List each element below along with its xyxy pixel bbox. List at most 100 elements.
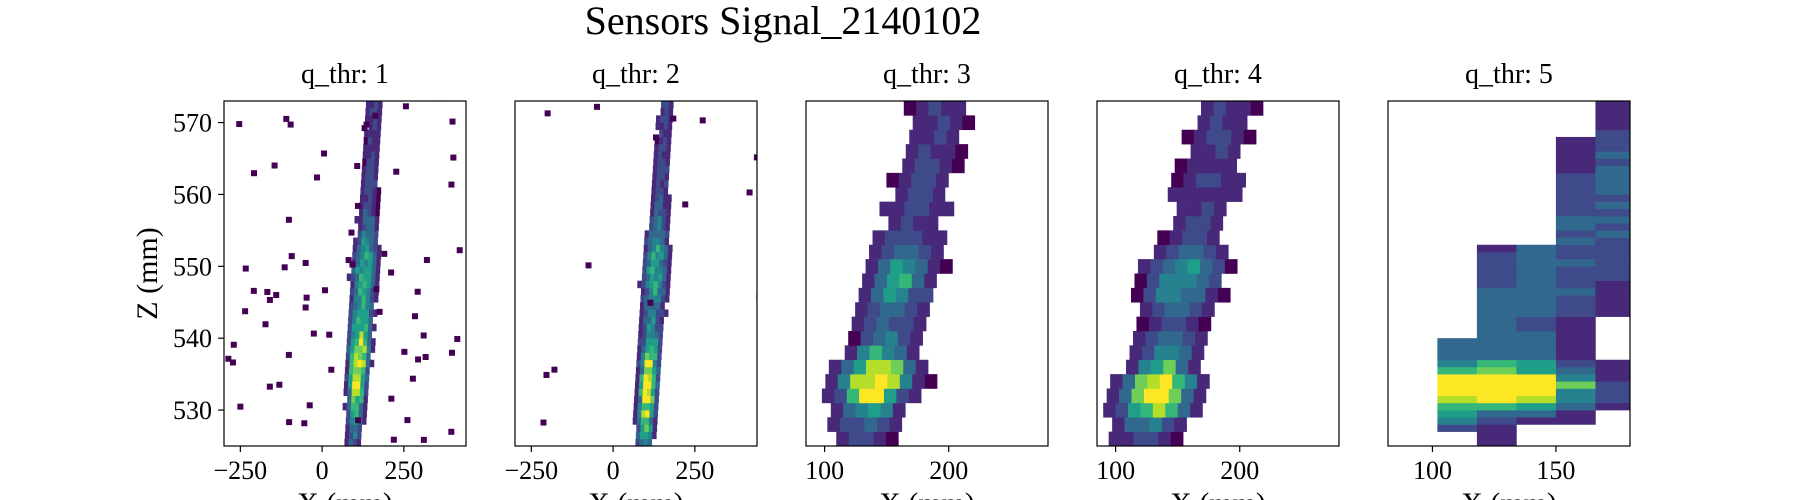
heatmap-cell: [289, 253, 295, 259]
y-tick-label: 530: [173, 396, 212, 425]
heatmap-cell: [875, 274, 888, 289]
heatmap-cell: [656, 238, 660, 245]
heatmap-cell: [946, 130, 959, 145]
heatmap-cell: [650, 410, 654, 417]
heatmap-cell: [363, 144, 367, 151]
heatmap-cell: [370, 295, 374, 302]
heatmap-cell: [364, 137, 368, 144]
heatmap-cell: [352, 381, 356, 388]
x-tick-label: 200: [1220, 456, 1259, 485]
heatmap-cell: [356, 252, 360, 259]
heatmap-cell: [636, 424, 640, 431]
heatmap-cell: [1156, 288, 1169, 303]
heatmap-cell: [868, 302, 881, 317]
heatmap-cell: [362, 295, 366, 302]
heatmap-cell: [667, 194, 671, 201]
heatmap-cell: [841, 360, 854, 375]
heatmap-cell: [874, 432, 887, 447]
heatmap-cell: [373, 180, 377, 187]
heatmap-cell: [545, 110, 551, 116]
heatmap-cell: [1171, 173, 1184, 188]
heatmap-cell: [1186, 317, 1199, 332]
heatmap-cell: [358, 360, 362, 367]
heatmap-cell: [286, 217, 292, 223]
heatmap-cell: [909, 130, 922, 145]
heatmap-cell: [349, 302, 353, 309]
heatmap-cell: [358, 424, 362, 431]
heatmap-cell: [916, 101, 929, 116]
heatmap-cell: [1175, 259, 1188, 274]
heatmap-cell: [1437, 417, 1477, 424]
heatmap-cell: [345, 367, 349, 374]
heatmap-cell: [286, 352, 292, 358]
heatmap-cell: [1168, 187, 1181, 202]
heatmap-cell: [1201, 202, 1214, 217]
heatmap-cell: [638, 396, 642, 403]
heatmap-cell: [357, 245, 361, 252]
heatmap-cell: [1208, 173, 1221, 188]
heatmap-cell: [917, 202, 930, 217]
heatmap-cell: [304, 295, 310, 301]
heatmap-cell: [654, 281, 658, 288]
heatmap-cell: [896, 389, 909, 404]
heatmap-cell: [913, 216, 926, 231]
heatmap-cell: [644, 238, 648, 245]
heatmap-cell: [1477, 309, 1517, 316]
heatmap-cell: [822, 389, 835, 404]
heatmap-cell: [640, 295, 644, 302]
heatmap-cell: [914, 317, 927, 332]
heatmap-cell: [926, 216, 939, 231]
heatmap-cell: [654, 338, 658, 345]
heatmap-cell: [391, 437, 397, 443]
heatmap-cell: [665, 223, 669, 230]
heatmap-cell: [1200, 259, 1213, 274]
heatmap-cell: [1595, 194, 1635, 201]
heatmap-cell: [637, 417, 641, 424]
heatmap-cell: [897, 230, 910, 245]
heatmap-cell: [1595, 295, 1635, 302]
heatmap-cell: [369, 317, 373, 324]
heatmap-cell: [350, 345, 354, 352]
heatmap-cell: [1233, 173, 1246, 188]
heatmap-cell: [375, 159, 379, 166]
heatmap-cell: [1163, 259, 1176, 274]
heatmap-cell: [664, 115, 668, 122]
heatmap-cell: [1191, 245, 1204, 260]
heatmap-cell: [938, 115, 951, 130]
heatmap-cell: [644, 367, 648, 374]
heatmap-cell: [371, 209, 375, 216]
heatmap-cell: [350, 353, 354, 360]
heatmap-cell: [421, 437, 427, 443]
heatmap-cell: [1595, 209, 1635, 216]
heatmap-cell: [1226, 101, 1239, 116]
heatmap-cell: [661, 101, 665, 108]
heatmap-cell: [641, 281, 645, 288]
subplot-title: q_thr: 5: [1465, 59, 1553, 90]
heatmap-cell: [1556, 144, 1596, 151]
heatmap-cell: [371, 144, 375, 151]
heatmap-cell: [1516, 288, 1556, 295]
heatmap-cell: [1173, 216, 1186, 231]
heatmap-cell: [646, 403, 650, 410]
heatmap-cell: [415, 289, 421, 295]
heatmap-cell: [1116, 403, 1129, 418]
heatmap-cell: [866, 259, 879, 274]
heatmap-cell: [1437, 374, 1477, 381]
heatmap-cell: [376, 137, 380, 144]
heatmap-cell: [659, 259, 663, 266]
heatmap-cell: [658, 151, 662, 158]
heatmap-cell: [644, 309, 648, 316]
heatmap-cell: [659, 266, 663, 273]
heatmap-cell: [1556, 403, 1596, 410]
heatmap-cell: [415, 356, 421, 362]
heatmap-cell: [412, 313, 418, 319]
heatmap-cell: [355, 417, 361, 423]
heatmap-cell: [367, 338, 371, 345]
heatmap-cell: [670, 116, 676, 122]
heatmap-cell: [1595, 274, 1635, 281]
heatmap-cell: [364, 259, 368, 266]
heatmap-cell: [348, 324, 352, 331]
heatmap-cell: [363, 274, 367, 281]
heatmap-cell: [242, 308, 248, 314]
heatmap-cell: [660, 252, 664, 259]
